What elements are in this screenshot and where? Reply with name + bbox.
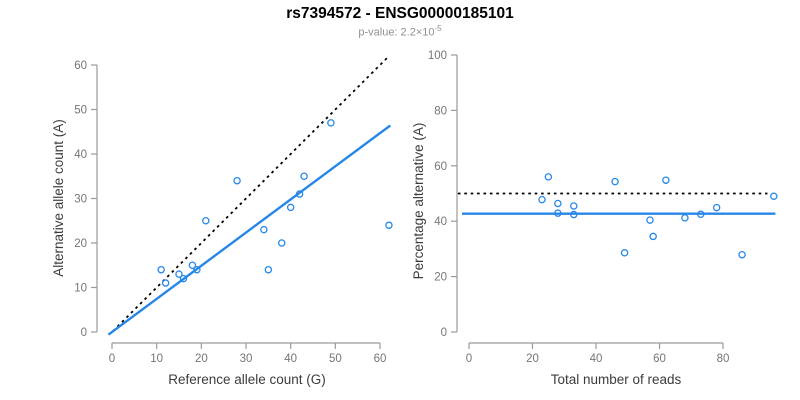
x-tick-label: 80 — [717, 353, 730, 365]
x-tick-label: 60 — [653, 353, 666, 365]
x-tick-label: 60 — [374, 353, 387, 365]
y-tick-label: 0 — [441, 327, 447, 339]
data-point — [157, 265, 165, 274]
data-point — [697, 210, 705, 219]
data-point — [260, 225, 268, 234]
pvalue-subtitle: p-value: 2.2×10-5 — [0, 24, 800, 39]
data-point — [295, 190, 304, 198]
x-tick-label: 30 — [240, 353, 253, 365]
data-point — [300, 172, 308, 180]
x-tick-label: 20 — [195, 353, 208, 365]
data-point — [649, 232, 657, 241]
data-point — [662, 176, 670, 184]
data-point — [327, 119, 335, 127]
x-tick-label: 0 — [109, 353, 115, 365]
x-tick-label: 40 — [590, 353, 603, 365]
pvalue-text: p-value: 2.2×10 — [358, 26, 435, 39]
y-tick-label: 20 — [74, 238, 87, 250]
data-point — [286, 203, 295, 212]
y-axis-title: Percentage alternative (A) — [411, 123, 426, 280]
x-axis-title: Reference allele count (G) — [168, 372, 326, 387]
data-point — [554, 199, 562, 208]
data-point — [681, 214, 689, 222]
y-tick-label: 0 — [81, 327, 87, 339]
data-point — [161, 279, 170, 287]
y-tick-label: 30 — [74, 194, 87, 206]
x-tick-label: 10 — [150, 353, 163, 365]
data-point — [188, 261, 197, 269]
pvalue-exponent: -5 — [434, 24, 442, 33]
data-point — [738, 250, 746, 259]
y-axis-title: Alternative allele count (A) — [51, 119, 66, 277]
data-point — [538, 195, 546, 204]
y-tick-label: 10 — [74, 283, 87, 295]
data-point — [193, 265, 201, 274]
y-tick-label: 100 — [428, 50, 447, 62]
data-point — [385, 221, 393, 229]
y-tick-label: 20 — [434, 272, 447, 284]
data-point — [179, 274, 188, 283]
figure-title: rs7394572 - ENSG00000185101 — [286, 5, 514, 22]
x-tick-label: 0 — [466, 353, 472, 365]
x-axis-title: Total number of reads — [551, 372, 682, 387]
data-point — [277, 239, 286, 247]
data-point — [544, 173, 553, 181]
x-tick-label: 40 — [284, 353, 297, 365]
data-point — [175, 270, 183, 278]
x-tick-label: 50 — [329, 353, 342, 365]
data-point — [646, 216, 654, 224]
fit-line — [107, 124, 392, 336]
y-tick-label: 50 — [74, 105, 87, 117]
data-point — [570, 202, 578, 210]
data-point — [570, 210, 578, 219]
data-point — [202, 216, 210, 225]
y-tick-label: 40 — [74, 149, 87, 161]
data-point — [264, 265, 273, 274]
data-point — [233, 176, 241, 185]
data-point — [712, 203, 721, 212]
x-tick-label: 20 — [526, 353, 539, 365]
y-tick-label: 40 — [434, 216, 447, 228]
data-point — [611, 177, 619, 186]
data-point — [770, 192, 778, 201]
data-point — [554, 209, 562, 217]
identity-line — [112, 56, 389, 332]
y-tick-label: 60 — [434, 161, 447, 173]
y-tick-label: 80 — [434, 105, 447, 117]
data-point — [620, 249, 629, 257]
y-tick-label: 60 — [74, 60, 87, 72]
